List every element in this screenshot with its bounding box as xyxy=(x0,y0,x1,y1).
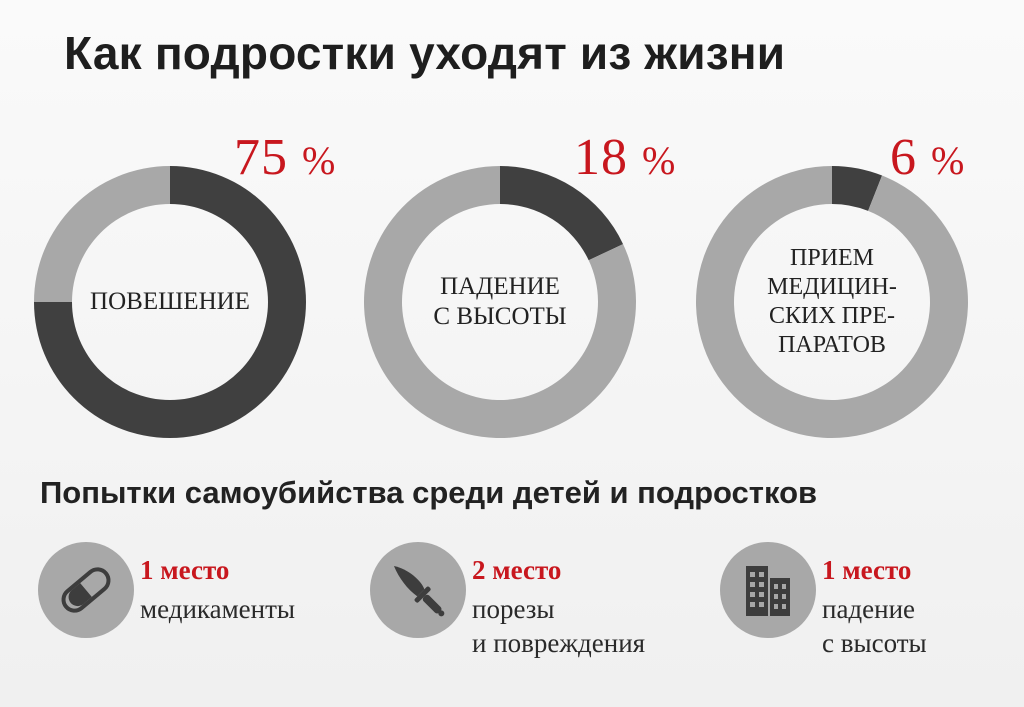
donut-label-line: МЕДИЦИН- xyxy=(767,274,897,301)
donut-label-text: ПРИЕМ МЕДИЦИН- СКИХ ПРЕ- ПАРАТОВ xyxy=(767,244,897,359)
donut-label-line: ПОВЕШЕНИЕ xyxy=(90,288,250,315)
donut-label-text: ПОВЕШЕНИЕ xyxy=(90,287,250,317)
donut-svg xyxy=(364,166,636,438)
donut-chart-hanging: ПОВЕШЕНИЕ xyxy=(34,166,306,438)
percent-sign: % xyxy=(642,138,677,183)
page-title: Как подростки уходят из жизни xyxy=(64,27,786,79)
donut-center-label: ПАДЕНИЕ С ВЫСОТЫ xyxy=(364,166,636,438)
building-icon xyxy=(720,542,816,638)
percent-sign: % xyxy=(931,138,966,183)
attempts-title: Попытки самоубийства среди детей и подро… xyxy=(40,475,818,510)
donut-chart-medication: ПРИЕМ МЕДИЦИН- СКИХ ПРЕ- ПАРАТОВ xyxy=(696,166,968,438)
donut-label-line: СКИХ ПРЕ- xyxy=(768,303,895,329)
donut-center-label: ПРИЕМ МЕДИЦИН- СКИХ ПРЕ- ПАРАТОВ xyxy=(696,166,968,438)
attempt-desc: медикаменты xyxy=(140,594,296,624)
donut-label-line: ПРИЕМ xyxy=(789,245,874,272)
attempt-desc: падение с высоты xyxy=(822,594,927,658)
percent-sign: % xyxy=(302,138,337,183)
percent-label: 75 % xyxy=(234,128,336,187)
donut-value-segment xyxy=(500,166,624,261)
donut-remainder-segment xyxy=(34,166,170,302)
donut-label-text: ПАДЕНИЕ С ВЫСОТЫ xyxy=(433,272,566,332)
donut-center-label: ПОВЕШЕНИЕ xyxy=(34,166,306,438)
percent-label: 6 % xyxy=(890,128,965,187)
knife-icon xyxy=(370,542,466,638)
donut-svg xyxy=(34,166,306,438)
attempt-rank: 1 место xyxy=(822,555,912,585)
percent-value: 6 xyxy=(890,129,917,186)
pill-icon xyxy=(38,542,134,638)
attempt-rank: 1 место xyxy=(140,555,230,585)
attempt-desc: порезы и повреждения xyxy=(472,594,646,658)
percent-value: 18 xyxy=(574,129,628,186)
percent-value: 75 xyxy=(234,129,288,186)
donut-label-line: ПАРАТОВ xyxy=(778,331,886,358)
percent-label: 18 % xyxy=(574,128,676,187)
donut-label-line: С ВЫСОТЫ xyxy=(433,303,567,330)
donut-label-line: ПАДЕНИЕ xyxy=(440,273,560,300)
donut-value-segment xyxy=(832,166,883,211)
donut-chart-falling: ПАДЕНИЕ С ВЫСОТЫ xyxy=(364,166,636,438)
donut-svg xyxy=(696,166,968,438)
attempt-rank: 2 место xyxy=(472,555,562,585)
